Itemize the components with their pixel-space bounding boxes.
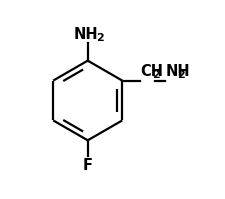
Text: 2: 2 xyxy=(177,70,185,80)
Text: CH: CH xyxy=(141,64,164,79)
Text: NH: NH xyxy=(166,64,191,79)
Text: 2: 2 xyxy=(152,70,159,80)
Text: 2: 2 xyxy=(97,33,104,43)
Text: NH: NH xyxy=(74,26,99,42)
Text: F: F xyxy=(83,158,93,173)
